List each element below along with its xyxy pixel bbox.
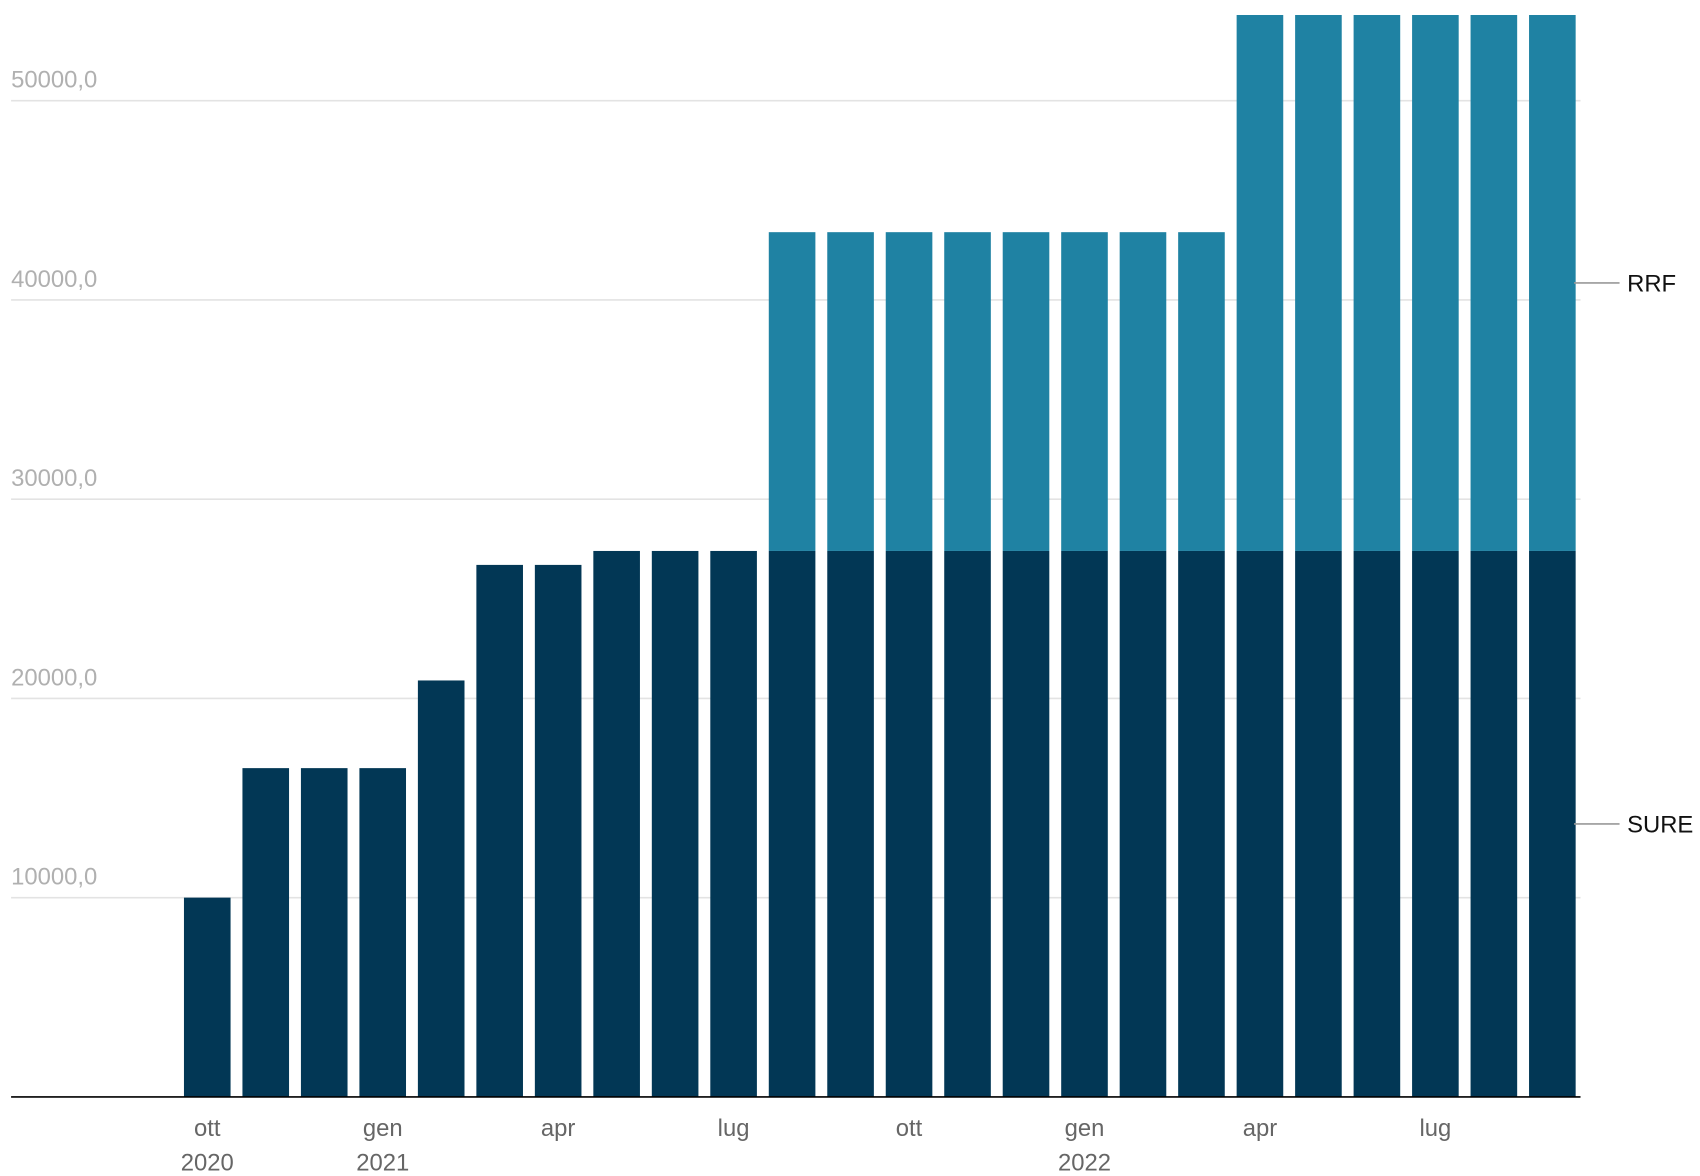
bar-segment xyxy=(827,550,874,1097)
bar-segment xyxy=(1119,232,1167,551)
bar-segment xyxy=(651,550,699,1097)
bar-segment xyxy=(1353,550,1401,1097)
bar-segment xyxy=(1236,550,1284,1097)
bar-segment xyxy=(534,564,582,1097)
bar-segment xyxy=(359,768,407,1097)
x-tick-label: lug xyxy=(1419,1115,1451,1142)
bar-segment xyxy=(885,232,933,551)
bar-segment xyxy=(1529,14,1576,551)
bar-segment xyxy=(1178,232,1225,551)
bar-segment xyxy=(1002,232,1050,551)
x-tick-label: lug xyxy=(718,1115,750,1142)
bar-segment xyxy=(1412,550,1459,1097)
legend-label: SURE xyxy=(1627,812,1693,839)
bar-segment xyxy=(768,232,816,551)
x-tick-label: apr xyxy=(541,1115,576,1142)
bar-segment xyxy=(300,768,348,1097)
x-tick-label: ott 2020 xyxy=(181,1115,234,1176)
y-tick-label: 30000,0 xyxy=(11,465,97,492)
bar-segment xyxy=(1236,14,1284,551)
bar-segment xyxy=(183,897,231,1097)
y-tick-label: 10000,0 xyxy=(11,864,97,891)
bar-segment xyxy=(476,564,523,1097)
bar-segment xyxy=(944,232,991,551)
bar-segment xyxy=(1529,550,1576,1097)
bar-segment xyxy=(593,550,640,1097)
y-tick-label: 20000,0 xyxy=(11,664,97,691)
bar-segment xyxy=(1470,550,1518,1097)
bar-segment xyxy=(944,550,991,1097)
bar-segment xyxy=(1353,14,1401,551)
y-tick-label: 50000,0 xyxy=(11,67,97,94)
y-tick-label: 40000,0 xyxy=(11,266,97,293)
bar-segment xyxy=(1061,232,1108,551)
bar-segment xyxy=(1412,14,1459,551)
bar-segment xyxy=(1119,550,1167,1097)
bar-segment xyxy=(242,768,290,1097)
x-tick-label: gen 2021 xyxy=(356,1115,409,1176)
bar-segment xyxy=(827,232,874,551)
x-tick-label: gen 2022 xyxy=(1058,1115,1111,1176)
bar-segment xyxy=(1178,550,1225,1097)
bar-segment xyxy=(768,550,816,1097)
bar-segment xyxy=(1061,550,1108,1097)
bar-segment xyxy=(1295,14,1342,551)
bar-segment xyxy=(1002,550,1050,1097)
bar-segment xyxy=(885,550,933,1097)
x-tick-label: ott xyxy=(896,1115,923,1142)
bar-segment xyxy=(417,680,465,1097)
legend-label: RRF xyxy=(1627,271,1676,298)
bar-segment xyxy=(1295,550,1342,1097)
bar-segment xyxy=(710,550,757,1097)
bar-segment xyxy=(1470,14,1518,551)
x-tick-label: apr xyxy=(1243,1115,1278,1142)
